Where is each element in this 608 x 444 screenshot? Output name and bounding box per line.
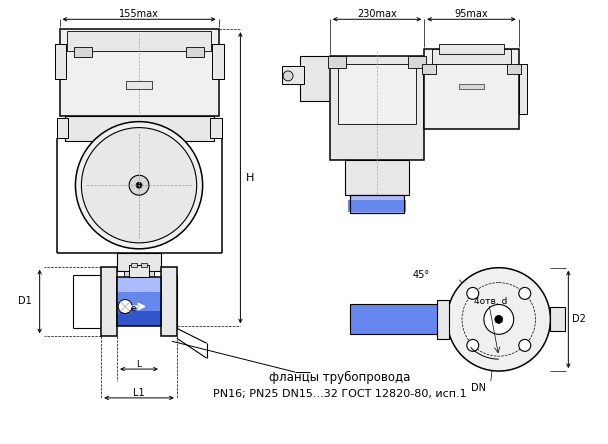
Text: 155max: 155max (119, 9, 159, 19)
Bar (300, 56, 335, 101)
Bar (519, 64, 527, 114)
Bar (74, 47, 92, 57)
Circle shape (495, 315, 503, 323)
Text: H: H (246, 173, 255, 183)
Bar (350, 195, 404, 213)
Circle shape (484, 305, 514, 334)
Bar (117, 277, 161, 292)
Bar (338, 64, 416, 123)
Circle shape (283, 71, 293, 81)
Text: 95max: 95max (455, 9, 488, 19)
Bar (424, 49, 519, 129)
Bar (330, 56, 424, 160)
Bar (409, 56, 426, 68)
Bar (60, 29, 218, 116)
Bar (350, 305, 447, 334)
Bar (67, 31, 210, 51)
Bar (186, 47, 204, 57)
Text: D1: D1 (18, 297, 32, 306)
Circle shape (467, 287, 478, 299)
Bar (57, 118, 69, 138)
Bar (102, 267, 117, 336)
Bar (117, 301, 161, 326)
Circle shape (81, 127, 196, 243)
Bar (432, 49, 511, 64)
Circle shape (118, 300, 132, 313)
Bar (348, 200, 406, 212)
Text: фланцы трубопровода: фланцы трубопровода (269, 370, 410, 384)
Bar (282, 66, 304, 84)
Circle shape (519, 287, 531, 299)
Text: PN16; PN25 DN15...32 ГОСТ 12820-80, исп.1: PN16; PN25 DN15...32 ГОСТ 12820-80, исп.… (213, 389, 466, 399)
Bar (124, 271, 134, 277)
Text: L1: L1 (133, 388, 145, 398)
Text: L: L (137, 360, 142, 369)
Circle shape (129, 175, 149, 195)
Bar (210, 118, 221, 138)
Bar (64, 116, 213, 140)
Bar (141, 263, 147, 267)
Bar (437, 300, 449, 339)
Circle shape (467, 339, 478, 351)
Text: DN: DN (471, 383, 486, 393)
Text: 45°: 45° (412, 270, 429, 280)
Bar (422, 64, 436, 74)
Bar (550, 307, 565, 331)
Bar (459, 84, 484, 89)
Text: 230max: 230max (357, 9, 397, 19)
Circle shape (75, 122, 202, 249)
Bar (161, 267, 177, 336)
Bar (117, 277, 161, 326)
Text: e: e (130, 304, 136, 313)
Bar (55, 44, 66, 79)
Bar (345, 160, 409, 195)
Bar (212, 44, 224, 79)
Bar (350, 195, 404, 213)
Circle shape (136, 182, 142, 188)
Bar (506, 64, 520, 74)
Bar (129, 265, 149, 277)
Bar (131, 263, 137, 267)
Bar (126, 81, 152, 89)
Bar (117, 253, 161, 271)
Text: D2: D2 (572, 314, 586, 325)
Bar (117, 286, 161, 311)
Bar (439, 44, 504, 54)
Bar (144, 271, 154, 277)
Circle shape (447, 268, 550, 371)
Circle shape (519, 339, 531, 351)
Text: 4отв. d: 4отв. d (474, 297, 507, 306)
Bar (328, 56, 346, 68)
